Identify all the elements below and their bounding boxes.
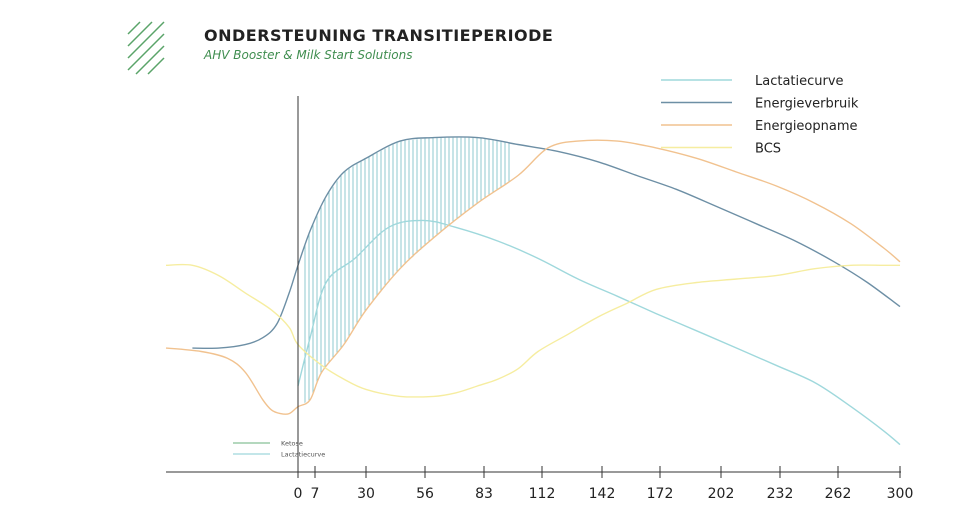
mini-legend-label-ketose: Ketose	[281, 440, 303, 448]
x-tick-label: 83	[475, 486, 493, 502]
legend-label-energieverbruik: Energieverbruik	[755, 97, 859, 112]
x-tick-label: 7	[311, 486, 320, 502]
x-tick-label: 112	[529, 486, 556, 502]
x-tick-label: 202	[708, 486, 735, 502]
legend-label-energieopname: Energieopname	[755, 119, 858, 134]
diagonal-stripes-logo-icon	[127, 21, 165, 75]
legend: Lactatiecurve Energieverbruik Energieopnam…	[661, 74, 859, 157]
legend-label-lactatiecurve: Lactatiecurve	[755, 74, 844, 89]
x-tick-label: 232	[767, 486, 794, 502]
series-line-lactatiecurve	[297, 219, 901, 446]
x-tick-label: 262	[825, 486, 852, 502]
x-tick-label: 142	[589, 486, 616, 502]
mini-legend-label-lactatiecurve: Lactatiecurve	[281, 451, 325, 459]
chart-subtitle: AHV Booster & Milk Start Solutions	[203, 48, 412, 62]
x-tick-label: 172	[647, 486, 674, 502]
series-line-energieverbruik	[192, 136, 901, 350]
series-line-energieopname	[165, 139, 901, 415]
legend-label-bcs: BCS	[755, 142, 781, 157]
x-tick-label: 0	[294, 486, 303, 502]
x-axis-ticks: 0 7 30 56 83 112 142 172 202 232 262 300	[294, 466, 914, 502]
x-tick-label: 56	[416, 486, 434, 502]
ketose-hatched-area	[302, 137, 510, 404]
series-layer	[165, 136, 901, 446]
chart-title: ONDERSTEUNING TRANSITIEPERIODE	[204, 26, 553, 45]
mini-legend: Ketose Lactatiecurve	[233, 440, 325, 459]
series-line-bcs	[165, 263, 900, 398]
x-tick-label: 30	[357, 486, 375, 502]
x-tick-label: 300	[887, 486, 914, 502]
